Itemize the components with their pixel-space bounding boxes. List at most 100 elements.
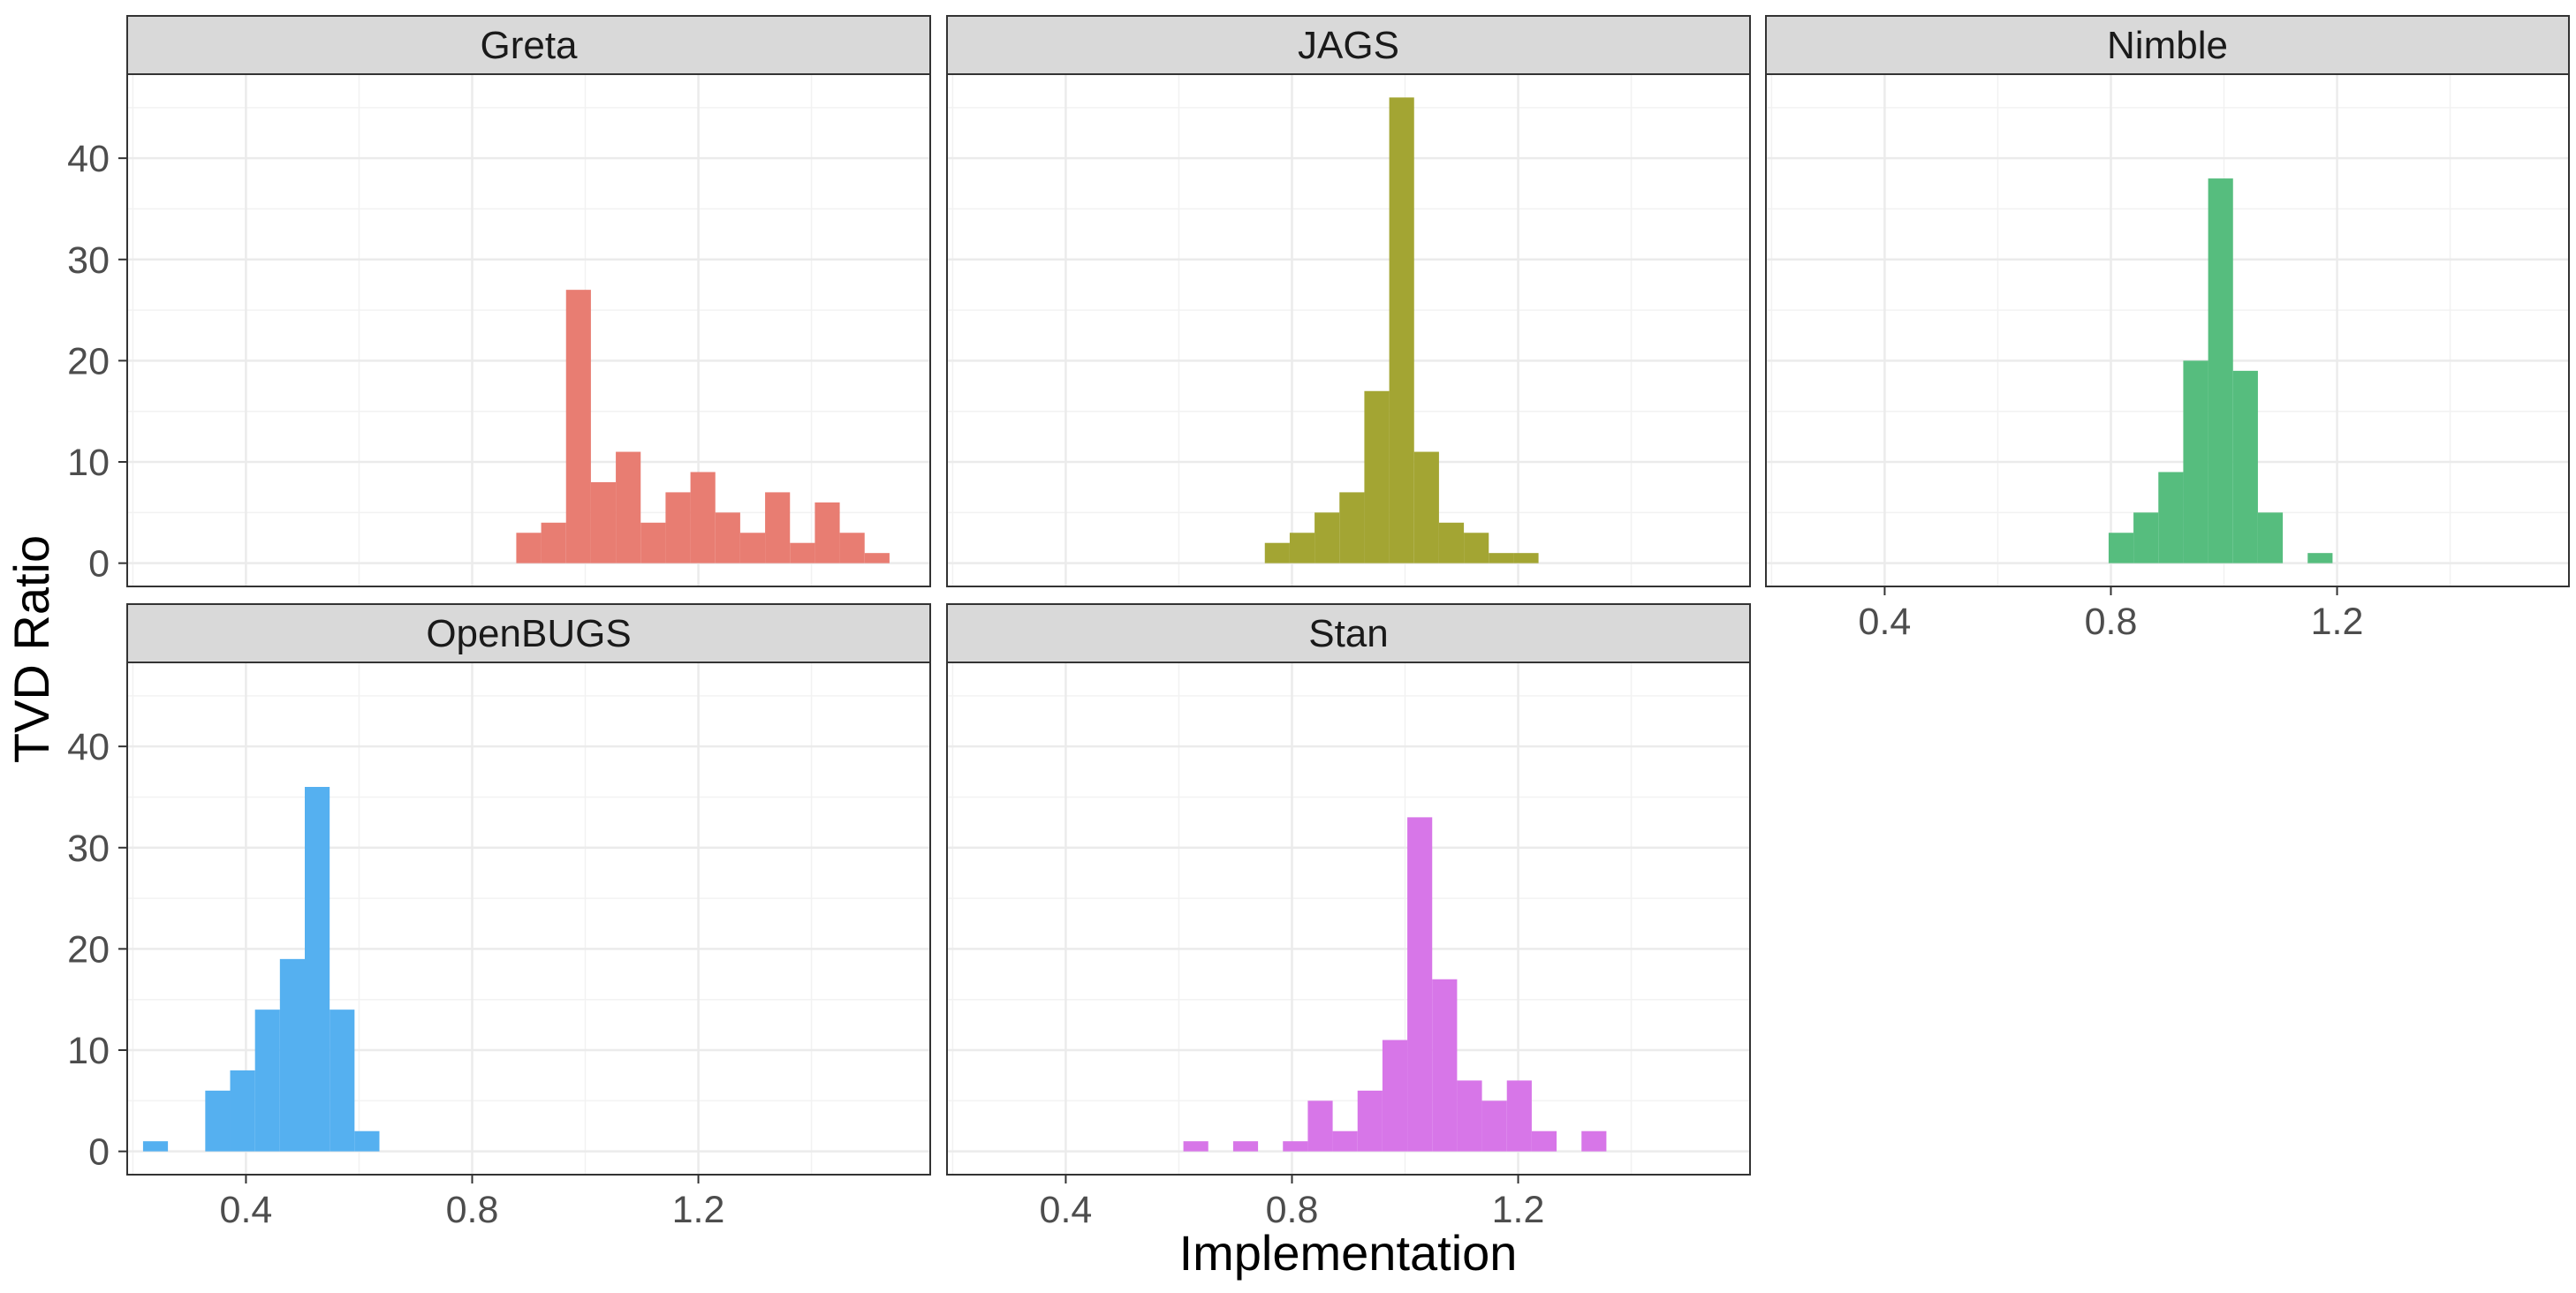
histogram-bar <box>305 786 330 1152</box>
histogram-bar <box>541 522 566 563</box>
histogram-bar <box>230 1070 255 1152</box>
facet-panel-jags <box>946 73 1751 587</box>
facet-panel-greta: 0 10 20 30 40 <box>67 73 931 587</box>
y-tick-label: 20 <box>67 340 110 382</box>
histogram-bar <box>2257 512 2284 563</box>
histogram-bar <box>1283 1141 1308 1152</box>
histogram-bar <box>765 492 791 563</box>
histogram-bar <box>1332 1130 1358 1152</box>
facet-strip-background <box>1765 15 2570 75</box>
histogram-bar <box>715 512 740 563</box>
histogram-bar <box>616 451 641 563</box>
histogram-bar <box>1289 533 1315 563</box>
histogram-bar <box>2158 472 2184 563</box>
histogram-bar <box>1413 451 1439 563</box>
histogram-bar <box>142 1141 169 1152</box>
x-tick-label: 0.8 <box>1266 1189 1319 1231</box>
histogram-bar <box>739 533 766 563</box>
y-tick-label: 30 <box>67 239 110 282</box>
facet-panel-stan: 0.4 0.8 1.2 <box>946 662 1751 1231</box>
histogram-bar <box>1232 1141 1259 1152</box>
histogram-bar <box>2108 533 2134 563</box>
histogram-bar <box>590 481 617 563</box>
histogram-bar <box>205 1090 231 1152</box>
histogram-bar <box>1382 1040 1408 1152</box>
y-tick-label: 30 <box>67 828 110 870</box>
histogram-bar <box>1389 97 1414 563</box>
facet-panel-nimble: 0.4 0.8 1.2 <box>1765 73 2570 643</box>
facet-strip: JAGS <box>946 15 1751 75</box>
histogram-bar <box>1432 979 1458 1152</box>
y-axis-title: TVD Ratio <box>4 535 59 763</box>
histogram-bar <box>2133 512 2159 563</box>
facet-strip-label: Greta <box>480 24 578 67</box>
x-tick-label: 0.4 <box>1859 601 1912 643</box>
x-tick-label: 0.4 <box>1040 1189 1093 1231</box>
x-tick-label: 1.2 <box>2311 601 2364 643</box>
histogram-bar <box>1481 1100 1507 1152</box>
facet-strip-label: Stan <box>1308 612 1389 655</box>
facet-strip: Greta <box>126 15 931 75</box>
y-tick-label: 0 <box>88 1131 110 1174</box>
facet-strip-background <box>946 15 1751 75</box>
facet-strip-label: OpenBUGS <box>426 612 631 655</box>
histogram-bar <box>516 533 542 563</box>
histogram-bar <box>565 290 591 563</box>
histogram-bar <box>690 472 716 563</box>
y-tick-label: 40 <box>67 726 110 768</box>
histogram-bar <box>1339 492 1365 563</box>
histogram-bar <box>279 958 306 1152</box>
histogram-bar <box>1464 533 1489 563</box>
y-tick-label: 10 <box>67 442 110 484</box>
facet-strip-background <box>126 603 931 663</box>
histogram-bar <box>790 542 815 563</box>
facet-strip-label: JAGS <box>1298 24 1399 67</box>
histogram-bar <box>640 522 666 563</box>
y-tick-label: 20 <box>67 928 110 971</box>
histogram-bar <box>1407 817 1433 1152</box>
histogram-bar <box>1438 522 1465 563</box>
histogram-bar <box>254 1009 280 1152</box>
x-axis-title: Implementation <box>1179 1225 1518 1281</box>
histogram-bar <box>1364 390 1390 563</box>
y-tick-label: 10 <box>67 1030 110 1072</box>
facet-panel-openbugs: 0 10 20 30 40 0.4 0.8 1.2 <box>67 662 931 1231</box>
facet-strip-label: Nimble <box>2107 24 2228 67</box>
histogram-bar <box>864 553 890 563</box>
x-tick-label: 0.8 <box>2085 601 2138 643</box>
x-tick-label: 0.8 <box>446 1189 499 1231</box>
x-tick-label: 1.2 <box>1492 1189 1545 1231</box>
histogram-bar <box>1307 1100 1333 1152</box>
histogram-bar <box>354 1130 380 1152</box>
histogram-bar <box>1183 1141 1208 1152</box>
panel-border <box>946 662 1751 1176</box>
facet-strip: OpenBUGS <box>126 603 931 663</box>
histogram-bar <box>1264 542 1290 563</box>
histogram-bar <box>1489 553 1514 563</box>
histogram-bar <box>2232 370 2258 563</box>
histogram-bar <box>839 533 865 563</box>
histogram-bar <box>1506 1080 1532 1152</box>
x-tick-label: 0.4 <box>220 1189 273 1231</box>
histogram-bar <box>1357 1090 1383 1152</box>
histogram-bar <box>814 502 840 563</box>
histogram-bar <box>1531 1130 1557 1152</box>
histogram-bar <box>2208 178 2233 563</box>
histogram-bar <box>330 1009 355 1152</box>
x-tick-label: 1.2 <box>672 1189 725 1231</box>
histogram-bar <box>1513 553 1539 563</box>
histogram-bar <box>1457 1080 1482 1152</box>
histogram-bar <box>1315 512 1340 563</box>
facet-strip: Stan <box>946 603 1751 663</box>
facet-strip: Nimble <box>1765 15 2570 75</box>
facet-strip-background <box>126 15 931 75</box>
histogram-bar <box>665 492 691 563</box>
panel-border <box>126 73 931 587</box>
histogram-bar <box>2183 360 2209 563</box>
y-tick-label: 40 <box>67 138 110 180</box>
facet-strip-background <box>946 603 1751 663</box>
histogram-bar <box>1581 1130 1607 1152</box>
y-tick-label: 0 <box>88 543 110 586</box>
histogram-bar <box>2307 553 2333 563</box>
